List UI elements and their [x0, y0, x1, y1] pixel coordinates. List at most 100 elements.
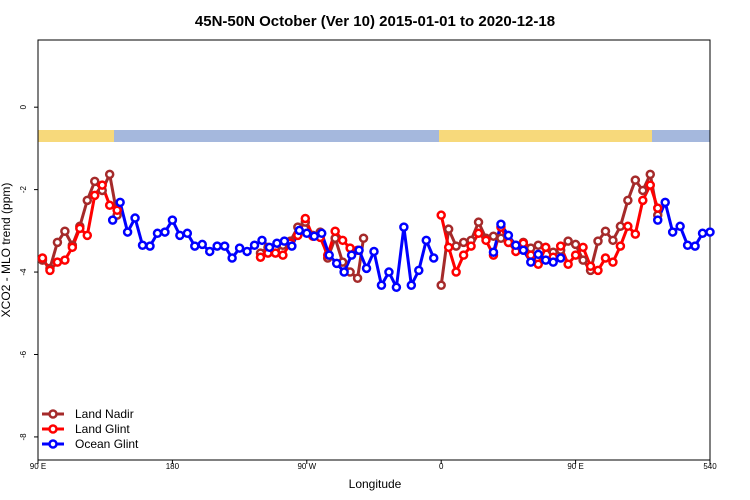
point	[67, 242, 78, 253]
point	[197, 239, 208, 250]
point	[167, 215, 178, 225]
point	[264, 242, 275, 253]
point	[82, 195, 93, 206]
point	[37, 253, 48, 263]
point	[496, 219, 506, 229]
point	[358, 233, 369, 244]
point	[52, 257, 63, 267]
point	[570, 250, 581, 260]
point	[593, 236, 603, 246]
x-tick-label: 90 W	[297, 462, 316, 471]
point	[533, 240, 544, 251]
point	[75, 223, 85, 234]
point	[346, 250, 357, 260]
point	[533, 249, 544, 260]
point	[391, 282, 402, 293]
point	[294, 225, 305, 236]
point	[608, 257, 618, 267]
legend-label: Land Nadir	[75, 407, 134, 421]
point	[555, 241, 566, 251]
point	[593, 265, 603, 276]
point	[443, 242, 454, 253]
point	[212, 241, 222, 251]
point	[451, 267, 461, 277]
point	[428, 253, 439, 263]
point	[526, 257, 536, 267]
point	[104, 169, 115, 180]
point	[466, 241, 476, 251]
point	[511, 240, 521, 251]
point	[496, 233, 506, 244]
point	[272, 238, 282, 248]
legend-marker	[48, 439, 58, 449]
point	[652, 215, 663, 225]
point	[316, 228, 327, 239]
point	[137, 240, 148, 251]
land-ocean-strip	[38, 130, 710, 142]
point	[330, 226, 340, 236]
point	[548, 257, 558, 267]
legend-label: Land Glint	[75, 422, 130, 436]
point	[458, 237, 469, 248]
point	[682, 240, 693, 251]
point	[104, 200, 115, 211]
point	[563, 259, 573, 269]
point	[384, 267, 394, 277]
point	[540, 242, 551, 253]
point	[667, 227, 678, 237]
x-tick-label: 0	[439, 462, 444, 471]
point	[107, 215, 118, 225]
plot-frame	[37, 39, 711, 461]
point	[652, 203, 663, 213]
point	[89, 190, 100, 201]
point	[488, 231, 499, 241]
point	[630, 229, 641, 239]
y-tick-label: 0	[19, 104, 28, 109]
point	[300, 213, 311, 224]
point	[287, 241, 297, 251]
point	[52, 237, 63, 248]
point	[488, 247, 499, 258]
x-axis-label: Longitude	[349, 477, 402, 491]
point	[60, 255, 70, 265]
point	[585, 261, 596, 272]
point	[518, 245, 529, 255]
point	[421, 235, 432, 246]
legend-marker	[48, 409, 58, 419]
point	[160, 227, 170, 237]
point	[436, 210, 446, 220]
x-tick-label: 90 E	[30, 462, 46, 471]
point	[60, 226, 70, 236]
point	[578, 242, 588, 253]
point	[190, 241, 200, 251]
point	[227, 253, 237, 263]
point	[645, 169, 656, 180]
point	[255, 252, 266, 262]
point	[503, 230, 514, 241]
point	[204, 246, 215, 257]
y-tick-label: -8	[19, 433, 28, 441]
point	[414, 265, 424, 276]
point	[690, 241, 700, 251]
chart-title: 45N-50N October (Ver 10) 2015-01-01 to 2…	[195, 13, 555, 30]
point	[302, 228, 312, 239]
point	[473, 228, 484, 239]
point	[270, 248, 281, 258]
point	[145, 241, 155, 251]
point	[309, 231, 320, 241]
point	[369, 246, 379, 257]
point	[89, 176, 100, 187]
point	[615, 221, 626, 232]
point	[600, 253, 611, 263]
point	[122, 227, 133, 237]
point	[615, 241, 626, 251]
point	[540, 255, 551, 265]
legend-marker	[48, 424, 58, 434]
point	[458, 250, 469, 260]
point	[352, 273, 363, 283]
point	[175, 230, 185, 241]
point	[399, 222, 409, 232]
point	[623, 221, 633, 232]
point	[630, 175, 641, 185]
